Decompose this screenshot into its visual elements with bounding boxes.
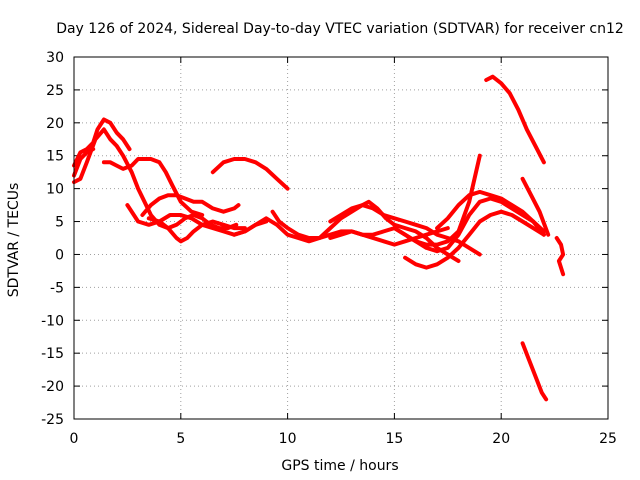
series-line-s12 [328, 226, 450, 247]
x-tick-label: 15 [385, 431, 403, 447]
series-line-s2 [72, 117, 132, 168]
y-tick-label: 30 [46, 50, 64, 66]
x-tick-label: 25 [599, 431, 617, 447]
x-tick-label: 10 [279, 431, 297, 447]
series-line-s7 [146, 216, 247, 244]
series-line-s14 [392, 196, 546, 254]
y-tick-label: 5 [55, 215, 64, 231]
chart-title: Day 126 of 2024, Sidereal Day-to-day VTE… [56, 21, 624, 37]
series-line-s17 [520, 176, 551, 237]
plot-frame [73, 56, 609, 420]
y-axis-label: SDTVAR / TECUs [6, 183, 22, 298]
y-tick-label: 10 [46, 182, 64, 198]
y-tick-label: 25 [46, 83, 64, 99]
x-tick-label: 5 [176, 431, 185, 447]
series-line-s15 [435, 189, 546, 237]
series-line-s6 [140, 193, 241, 217]
y-tick-labels: -25 -20 -15 -10 -5 0 5 10 15 20 25 30 [41, 50, 64, 428]
grid [74, 57, 608, 419]
series-line-s13 [403, 209, 546, 270]
y-tick-label: -5 [50, 280, 64, 296]
series-line-s4 [101, 157, 205, 217]
series-line-s3 [72, 147, 96, 178]
y-tick-label: -25 [41, 412, 64, 428]
y-tick-label: 20 [46, 116, 64, 132]
x-tick-label: 0 [70, 431, 79, 447]
y-tick-label: -15 [41, 346, 64, 362]
x-axis-label: GPS time / hours [281, 458, 398, 474]
y-tick-label: -20 [41, 379, 64, 395]
x-tick-label: 20 [492, 431, 510, 447]
plot-area [72, 74, 566, 402]
y-tick-label: -10 [41, 313, 64, 329]
x-tick-labels: 0 5 10 15 20 25 [70, 431, 617, 447]
series-line-s1 [72, 127, 239, 231]
axis-ticks [73, 56, 609, 420]
series-line-s19 [520, 341, 549, 402]
series-line-s18 [554, 236, 566, 277]
series-line-s16 [484, 74, 546, 165]
y-tick-label: 0 [55, 247, 64, 263]
y-tick-label: 15 [46, 149, 64, 165]
series-line-s8 [210, 157, 290, 191]
